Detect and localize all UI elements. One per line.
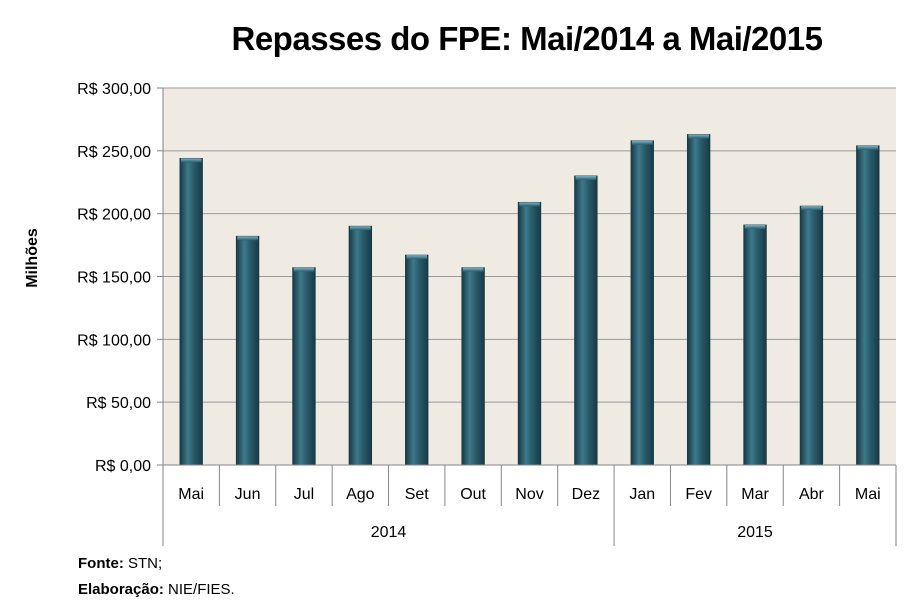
x-tick-label: Fev: [685, 486, 712, 503]
bar-cap: [575, 175, 597, 180]
bar-cap: [857, 145, 879, 150]
source-value: STN;: [123, 555, 163, 572]
bar: [574, 175, 598, 466]
bar: [686, 134, 711, 466]
source-line: Fonte: STN;: [78, 555, 162, 572]
bar: [743, 224, 767, 466]
bar-cap: [462, 267, 484, 272]
x-tick-label: Ago: [346, 486, 375, 503]
bar: [235, 235, 260, 466]
credits-line: Elaboração: NIE/FIES.: [78, 581, 235, 598]
y-tick-label: R$ 50,00: [86, 395, 151, 412]
bar: [292, 267, 316, 466]
x-tick-label: Dez: [572, 486, 600, 503]
y-tick-label: R$ 250,00: [77, 144, 151, 161]
chart-title: Repasses do FPE: Mai/2014 a Mai/2015: [231, 20, 823, 57]
bar: [799, 205, 824, 466]
x-tick-label: Abr: [799, 486, 825, 503]
bar-cap: [688, 134, 709, 139]
x-tick-label: Set: [405, 486, 430, 503]
credits-label: Elaboração:: [78, 581, 164, 598]
bar-cap: [519, 202, 540, 207]
bar-cap: [237, 236, 258, 241]
bar-cap: [180, 158, 202, 163]
y-tick-label: R$ 0,00: [95, 458, 151, 475]
bar-cap: [406, 255, 428, 260]
bar: [179, 157, 203, 466]
x-tick-label: Jun: [235, 486, 261, 503]
bar-cap: [744, 224, 766, 229]
bar-chart: R$ 0,00 R$ 50,00 R$ 100,00 R$ 150,00 R$ 200,…: [24, 81, 897, 546]
x-tick-label: Out: [460, 486, 486, 503]
x-group-label: 2015: [737, 524, 773, 541]
x-tick-label: Nov: [515, 486, 543, 503]
bar: [630, 140, 654, 466]
x-tick-label: Mai: [855, 486, 881, 503]
y-tick-label: R$ 150,00: [77, 270, 151, 287]
x-group-label: 2014: [371, 524, 407, 541]
x-tick-label: Jan: [629, 486, 655, 503]
bar: [856, 145, 880, 466]
y-tick-label: R$ 100,00: [77, 332, 151, 349]
bar-cap: [350, 226, 371, 231]
bar-cap: [801, 206, 822, 211]
x-tick-label: Jul: [294, 486, 314, 503]
bar: [517, 201, 542, 466]
bar: [461, 267, 485, 466]
x-tick-label: Mai: [178, 486, 204, 503]
bar-cap: [293, 267, 315, 272]
y-tick-label: R$ 300,00: [77, 81, 151, 98]
bar-cap: [631, 140, 653, 145]
bar: [348, 225, 373, 466]
y-tick-label: R$ 200,00: [77, 207, 151, 224]
bar: [405, 254, 429, 466]
y-axis-title: Milhões: [24, 228, 41, 288]
x-tick-label: Mar: [741, 486, 769, 503]
source-label: Fonte:: [78, 555, 124, 572]
credits-value: NIE/FIES.: [163, 581, 235, 598]
